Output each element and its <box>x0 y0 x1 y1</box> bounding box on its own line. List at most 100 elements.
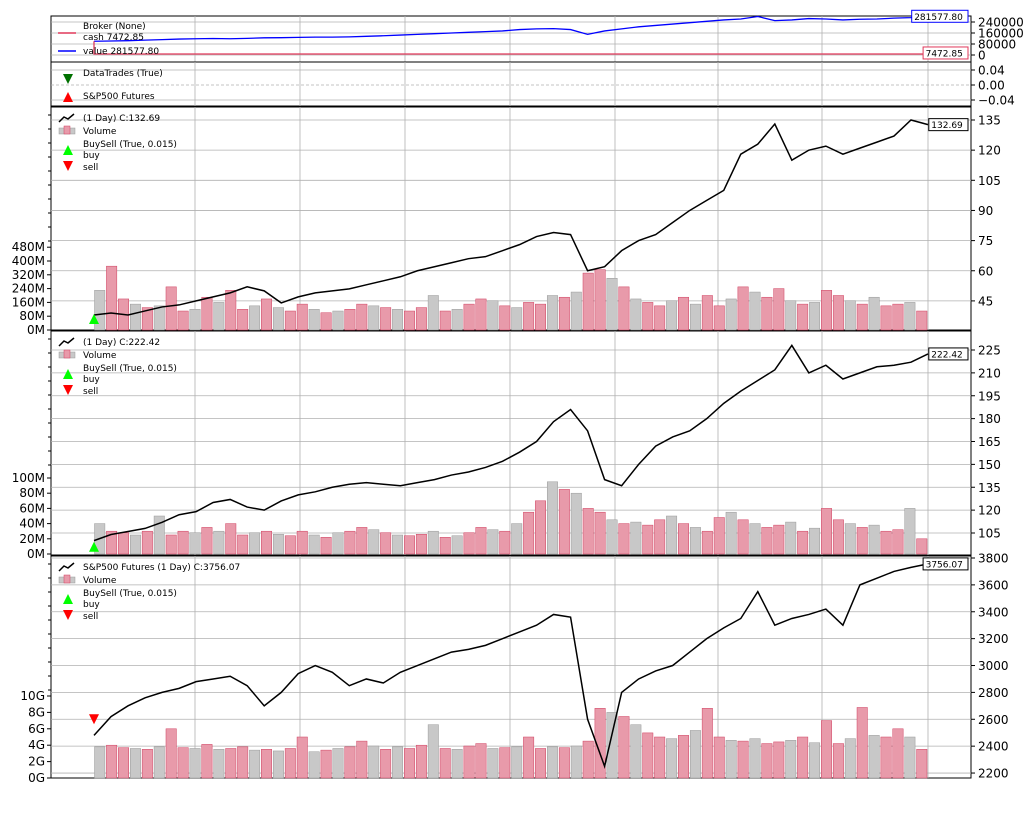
ytick-label: 180 <box>978 412 1001 426</box>
volume-bar <box>284 535 296 555</box>
vol-tick-label: 60M <box>19 501 45 515</box>
vol-tick-label: 160M <box>12 295 45 309</box>
volume-bar <box>94 746 106 779</box>
volume-bar <box>797 530 809 555</box>
volume-bar <box>451 749 463 779</box>
volume-bar <box>213 530 225 555</box>
volume-bar <box>892 728 904 779</box>
volume-bar <box>737 519 749 555</box>
panel-frame <box>50 61 972 107</box>
volume-bar <box>880 305 892 331</box>
volume-bar <box>916 310 928 331</box>
volume-bar <box>272 307 284 331</box>
ytick-label: 135 <box>978 481 1001 495</box>
legend-volume: Volume <box>83 127 117 137</box>
volume-bar <box>332 310 344 331</box>
ytick-label: 0.04 <box>978 64 1005 78</box>
close-last-label-box <box>928 118 969 132</box>
legend-line-icon <box>58 562 75 572</box>
volume-bar <box>177 747 189 779</box>
volume-bar <box>797 736 809 779</box>
volume-bar <box>689 730 701 779</box>
volume-bar <box>404 535 415 555</box>
vol-tick-label: 10G <box>20 689 45 703</box>
volume-bar <box>308 534 320 555</box>
volume-bar <box>141 307 153 331</box>
volume-bar <box>582 740 594 779</box>
volume-bar <box>380 749 392 779</box>
volume-bar <box>880 736 892 779</box>
volume-bar <box>713 736 725 779</box>
legend-sell: sell <box>83 163 98 173</box>
volume-bar <box>189 309 201 331</box>
volume-bar <box>880 530 892 555</box>
volume-bar <box>141 749 153 779</box>
legend-sp500-marker-icon <box>63 92 73 102</box>
volume-bar <box>654 519 666 555</box>
value-line <box>93 15 929 42</box>
volume-bar <box>642 524 654 555</box>
volume-bar <box>904 302 916 331</box>
legend-value: value 281577.80 <box>83 47 159 57</box>
ytick-label: 80000 <box>978 38 1016 52</box>
legend-volume-icon-up <box>63 349 71 359</box>
volume-bar <box>261 530 272 555</box>
volume-bar <box>606 712 618 779</box>
volume-bar <box>904 508 916 555</box>
legend-buy-icon <box>63 369 73 379</box>
volume-bar <box>678 735 689 779</box>
buy-marker-icon <box>89 313 99 324</box>
ytick-label: 3600 <box>978 578 1009 592</box>
volume-bar <box>225 290 237 331</box>
legend-volume-icon-up <box>63 125 71 135</box>
volume-bar <box>451 309 463 331</box>
volume-bar <box>701 708 713 779</box>
vol-tick-label: 80M <box>19 486 45 500</box>
ytick-label: 2400 <box>978 740 1009 754</box>
volume-bar <box>797 303 809 331</box>
volume-bar <box>129 303 141 331</box>
volume-bar <box>832 519 844 555</box>
volume-bar <box>427 295 439 331</box>
volume-bar <box>535 303 546 331</box>
volume-bar <box>392 746 404 779</box>
volume-bar <box>284 748 296 779</box>
volume-bar <box>499 747 511 779</box>
legend-sell: sell <box>83 612 98 622</box>
volume-bar <box>594 708 606 779</box>
ytick-label: −0.04 <box>978 94 1015 108</box>
volume-bar <box>582 508 594 555</box>
legend-buy-icon <box>63 145 73 155</box>
volume-bar <box>535 500 546 555</box>
volume-bar <box>546 481 558 555</box>
value-last-label-box <box>911 9 969 23</box>
close-last-label: 3756.07 <box>926 560 963 570</box>
volume-bar <box>546 746 558 779</box>
volume-bar <box>308 751 320 779</box>
volume-bar <box>630 724 642 779</box>
volume-bar <box>654 305 666 331</box>
volume-bar <box>856 303 868 331</box>
volume-bar <box>201 296 213 331</box>
close-line <box>93 344 929 542</box>
close-line <box>93 563 929 769</box>
volume-bar <box>713 517 725 555</box>
ytick-label: 135 <box>978 114 1001 128</box>
volume-bar <box>809 302 821 331</box>
ytick-label: 105 <box>978 174 1001 188</box>
vol-tick-label: 20M <box>19 532 45 546</box>
volume-bar <box>642 732 654 779</box>
volume-bar <box>689 303 701 331</box>
legend-data-name: (1 Day) C:132.69 <box>83 114 160 124</box>
volume-bar <box>368 305 380 331</box>
volume-bar <box>487 748 499 779</box>
legend-cash: cash 7472.85 <box>83 33 144 43</box>
volume-bar <box>475 527 487 555</box>
legend-data-name: (1 Day) C:222.42 <box>83 338 160 348</box>
volume-bar <box>427 724 439 779</box>
volume-bar <box>404 748 415 779</box>
ytick-label: 2600 <box>978 713 1009 727</box>
volume-bar <box>272 750 284 779</box>
ytick-label: 0 <box>978 49 986 63</box>
